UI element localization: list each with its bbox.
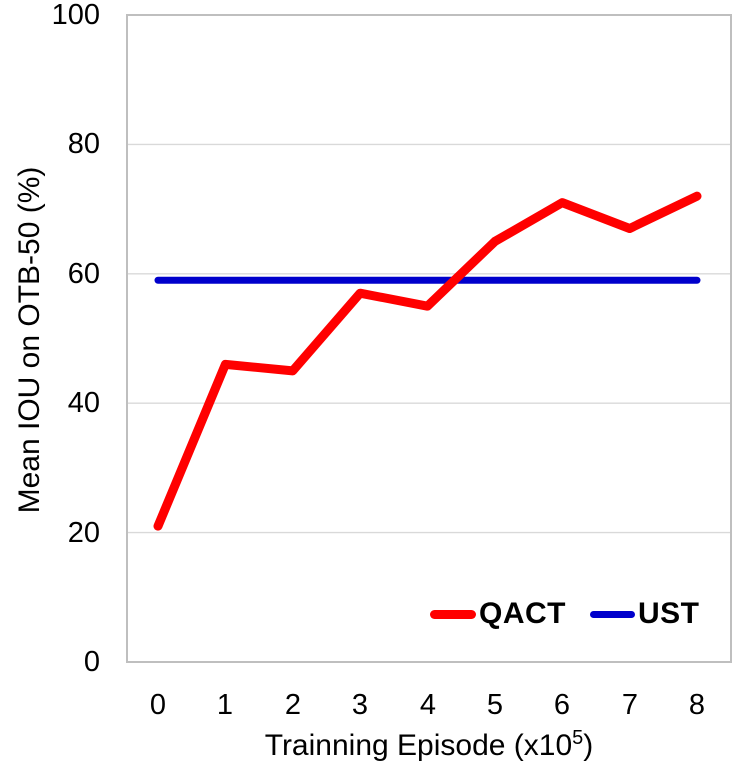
ust-line-swatch-icon (590, 610, 635, 618)
y-axis-title-text: Mean IOU on OTB-50 (%) (13, 166, 46, 514)
x-axis-title-suffix: ) (583, 729, 594, 762)
legend: QACT UST (430, 595, 700, 633)
y-tick-label: 40 (67, 387, 100, 419)
y-tick-label: 20 (67, 517, 100, 549)
legend-label-qact: QACT (479, 597, 566, 630)
x-tick-label: 8 (688, 689, 706, 721)
x-tick-label: 2 (284, 689, 302, 721)
series-line-qact (153, 191, 702, 531)
legend-item-qact: QACT (430, 597, 566, 631)
x-tick-label: 1 (216, 689, 234, 721)
legend-item-ust: UST (590, 597, 700, 631)
x-tick-label: 0 (149, 689, 167, 721)
y-tick-label: 0 (83, 646, 100, 678)
x-tick-label: 4 (419, 689, 437, 721)
x-tick-label: 5 (486, 689, 504, 721)
qact-line-swatch-icon (430, 609, 476, 619)
x-axis-title: Trainning Episode (x105) (127, 728, 731, 764)
x-tick-label: 6 (553, 689, 571, 721)
y-tick-label: 80 (67, 128, 100, 160)
x-axis-title-text: Trainning Episode (x10 (264, 729, 573, 762)
x-tick-label: 7 (621, 689, 639, 721)
y-tick-label: 100 (51, 0, 100, 31)
y-tick-label: 60 (67, 258, 100, 290)
legend-label-ust: UST (638, 597, 700, 630)
plot-border (126, 14, 732, 663)
x-tick-label: 3 (351, 689, 369, 721)
x-axis-title-superscript: 5 (572, 727, 584, 749)
